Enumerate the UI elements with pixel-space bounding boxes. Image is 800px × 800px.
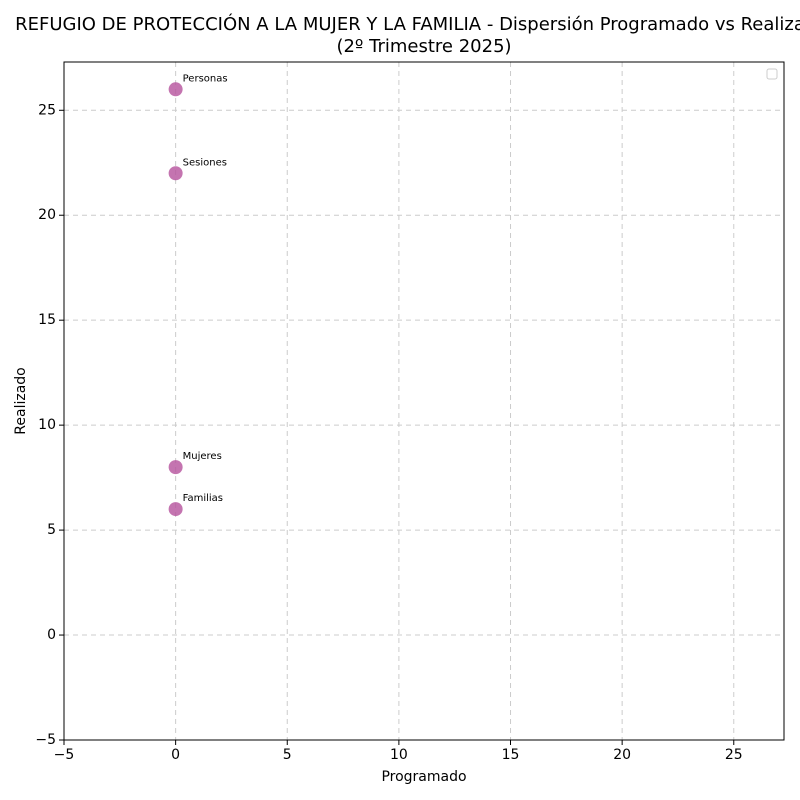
point-label: Familias	[183, 493, 223, 504]
legend	[766, 68, 778, 80]
chart-subtitle: (2º Trimestre 2025)	[336, 36, 511, 57]
point-label: Personas	[183, 73, 228, 84]
x-tick-label: 5	[283, 747, 292, 763]
x-tick-label: 20	[613, 747, 631, 763]
y-axis-label: Realizado	[13, 367, 29, 434]
y-tick-label: 15	[38, 312, 56, 328]
y-tick-label: 10	[38, 417, 56, 433]
y-tick-label: −5	[35, 732, 56, 748]
point	[168, 166, 183, 181]
point	[168, 502, 183, 517]
x-tick-label: 15	[502, 747, 520, 763]
point-label: Sesiones	[183, 157, 227, 168]
point	[168, 82, 183, 97]
x-tick-label: 10	[390, 747, 408, 763]
x-tick-label: 25	[725, 747, 743, 763]
y-tick-label: 5	[47, 522, 56, 538]
y-tick-label: 0	[47, 627, 56, 643]
y-tick-label: 20	[38, 207, 56, 223]
chart-title: REFUGIO DE PROTECCIÓN A LA MUJER Y LA FA…	[15, 13, 800, 35]
x-tick-label: −5	[54, 747, 75, 763]
point-label: Mujeres	[183, 451, 222, 462]
y-tick-label: 25	[38, 102, 56, 118]
x-tick-label: 0	[171, 747, 180, 763]
point	[168, 460, 183, 475]
x-axis-label: Programado	[381, 769, 466, 785]
plot-frame	[63, 61, 785, 741]
